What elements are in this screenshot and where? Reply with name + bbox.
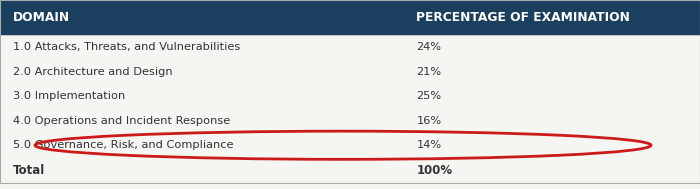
Text: 25%: 25% xyxy=(416,91,442,101)
Text: 100%: 100% xyxy=(416,164,453,177)
Text: DOMAIN: DOMAIN xyxy=(13,11,70,24)
Text: 21%: 21% xyxy=(416,67,442,77)
Text: 4.0 Operations and Incident Response: 4.0 Operations and Incident Response xyxy=(13,116,230,126)
Text: 24%: 24% xyxy=(416,42,442,52)
Text: PERCENTAGE OF EXAMINATION: PERCENTAGE OF EXAMINATION xyxy=(416,11,631,24)
Text: 2.0 Architecture and Design: 2.0 Architecture and Design xyxy=(13,67,172,77)
Text: Total: Total xyxy=(13,164,45,177)
Text: 5.0 Governance, Risk, and Compliance: 5.0 Governance, Risk, and Compliance xyxy=(13,140,233,150)
Text: 14%: 14% xyxy=(416,140,442,150)
Text: 3.0 Implementation: 3.0 Implementation xyxy=(13,91,125,101)
FancyBboxPatch shape xyxy=(0,0,700,35)
Text: 16%: 16% xyxy=(416,116,442,126)
Text: 1.0 Attacks, Threats, and Vulnerabilities: 1.0 Attacks, Threats, and Vulnerabilitie… xyxy=(13,42,240,52)
